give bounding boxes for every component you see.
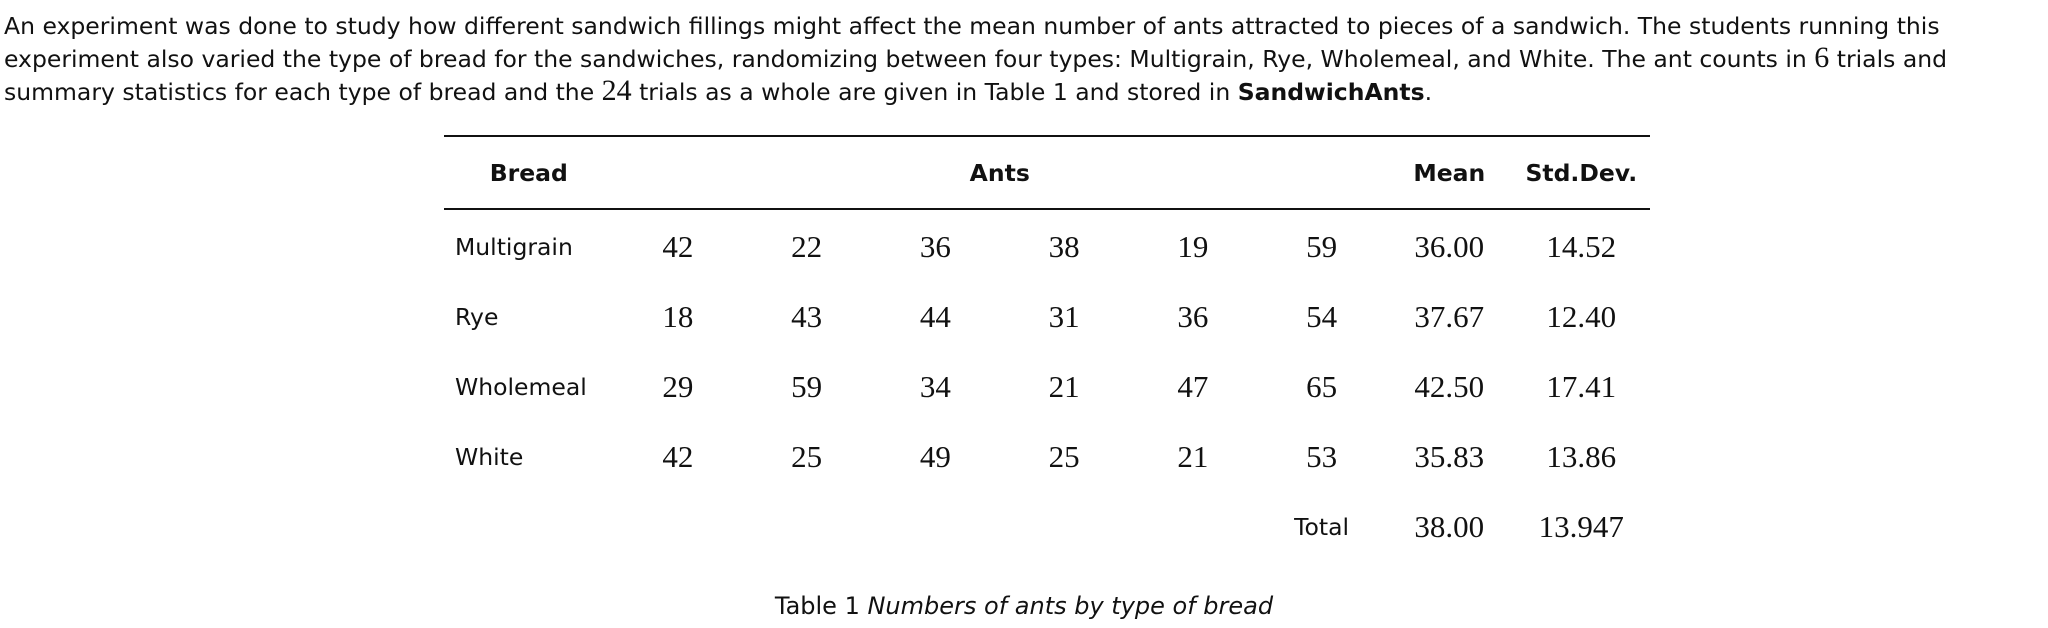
std-dev-cell: 12.40 bbox=[1546, 299, 1617, 334]
ants-cell: 59 bbox=[1306, 229, 1338, 264]
ants-cell: 34 bbox=[919, 369, 951, 404]
ants-cell: 19 bbox=[1177, 229, 1209, 264]
header-mean: Mean bbox=[1413, 158, 1486, 187]
intro-line-2-start: experiment also varied the type of bread… bbox=[4, 45, 1815, 73]
ants-cell: 65 bbox=[1306, 369, 1338, 404]
table-row: Rye 18 43 44 31 36 54 37.67 12.40 bbox=[444, 282, 1650, 352]
intro-line-3: summary statistics for each type of brea… bbox=[4, 75, 2044, 108]
total-trials-number: 24 bbox=[601, 74, 632, 107]
ants-cell: 54 bbox=[1306, 299, 1338, 334]
ants-cell: 53 bbox=[1306, 439, 1338, 474]
mean-cell: 42.50 bbox=[1414, 369, 1485, 404]
table-row: Multigrain 42 22 36 38 19 59 36.00 14.52 bbox=[444, 209, 1650, 282]
table-row: Wholemeal 29 59 34 21 47 65 42.50 17.41 bbox=[444, 352, 1650, 422]
intro-line-3-start: summary statistics for each type of brea… bbox=[4, 78, 602, 106]
mean-cell: 35.83 bbox=[1414, 439, 1485, 474]
empty-cell bbox=[1128, 492, 1257, 562]
ants-cell: 22 bbox=[791, 229, 823, 264]
ants-cell: 29 bbox=[662, 369, 694, 404]
empty-cell bbox=[871, 492, 1000, 562]
intro-line-3-middle: trials as a whole are given in Table 1 a… bbox=[631, 78, 1238, 106]
empty-cell bbox=[1000, 492, 1129, 562]
ants-by-bread-table: Bread Ants Mean Std.Dev. Multigrain 42 2… bbox=[444, 135, 1650, 562]
header-bread: Bread bbox=[489, 158, 568, 187]
std-dev-cell: 14.52 bbox=[1546, 229, 1617, 264]
header-std-dev: Std.Dev. bbox=[1525, 158, 1638, 187]
empty-cell bbox=[614, 492, 743, 562]
caption-title: Numbers of ants by type of bread bbox=[867, 592, 1274, 620]
ants-cell: 36 bbox=[1177, 299, 1209, 334]
ants-cell: 25 bbox=[791, 439, 823, 474]
mean-cell: 37.67 bbox=[1414, 299, 1485, 334]
std-dev-cell: 17.41 bbox=[1546, 369, 1617, 404]
ants-cell: 25 bbox=[1048, 439, 1080, 474]
total-std-dev-cell: 13.947 bbox=[1538, 509, 1624, 544]
mean-cell: 36.00 bbox=[1414, 229, 1485, 264]
header-ants: Ants bbox=[969, 158, 1030, 187]
bread-cell: Rye bbox=[455, 303, 499, 331]
table-row: White 42 25 49 25 21 53 35.83 13.86 bbox=[444, 422, 1650, 492]
intro-line-3-end: . bbox=[1424, 78, 1433, 106]
total-mean-cell: 38.00 bbox=[1414, 509, 1485, 544]
ants-cell: 21 bbox=[1048, 369, 1080, 404]
ants-cell: 31 bbox=[1048, 299, 1080, 334]
total-row: Total 38.00 13.947 bbox=[444, 492, 1650, 562]
caption-prefix: Table 1 bbox=[774, 592, 868, 620]
trials-per-bread-number: 6 bbox=[1814, 41, 1830, 74]
ants-cell: 42 bbox=[662, 439, 694, 474]
total-label: Total bbox=[1294, 513, 1350, 541]
intro-line-2-end: trials and bbox=[1829, 45, 1948, 73]
bread-cell: White bbox=[455, 443, 524, 471]
ants-cell: 59 bbox=[791, 369, 823, 404]
ants-cell: 44 bbox=[919, 299, 951, 334]
table-header-row: Bread Ants Mean Std.Dev. bbox=[444, 136, 1650, 209]
ants-cell: 43 bbox=[791, 299, 823, 334]
ants-cell: 49 bbox=[919, 439, 951, 474]
empty-cell bbox=[444, 492, 614, 562]
intro-line-1: An experiment was done to study how diff… bbox=[4, 12, 1940, 40]
std-dev-cell: 13.86 bbox=[1546, 439, 1617, 474]
ants-cell: 42 bbox=[662, 229, 694, 264]
ants-cell: 36 bbox=[919, 229, 951, 264]
intro-paragraph: An experiment was done to study how diff… bbox=[4, 10, 2044, 108]
empty-cell bbox=[742, 492, 871, 562]
ants-cell: 18 bbox=[662, 299, 694, 334]
ants-cell: 38 bbox=[1048, 229, 1080, 264]
ants-table-container: Bread Ants Mean Std.Dev. Multigrain 42 2… bbox=[444, 135, 1650, 562]
bread-cell: Multigrain bbox=[455, 233, 573, 261]
bread-cell: Wholemeal bbox=[455, 373, 587, 401]
ants-cell: 47 bbox=[1177, 369, 1209, 404]
ants-cell: 21 bbox=[1177, 439, 1209, 474]
table-caption: Table 1 Numbers of ants by type of bread bbox=[0, 592, 2048, 620]
dataset-name: SandwichAnts bbox=[1237, 78, 1425, 106]
intro-line-2: experiment also varied the type of bread… bbox=[4, 42, 2044, 75]
